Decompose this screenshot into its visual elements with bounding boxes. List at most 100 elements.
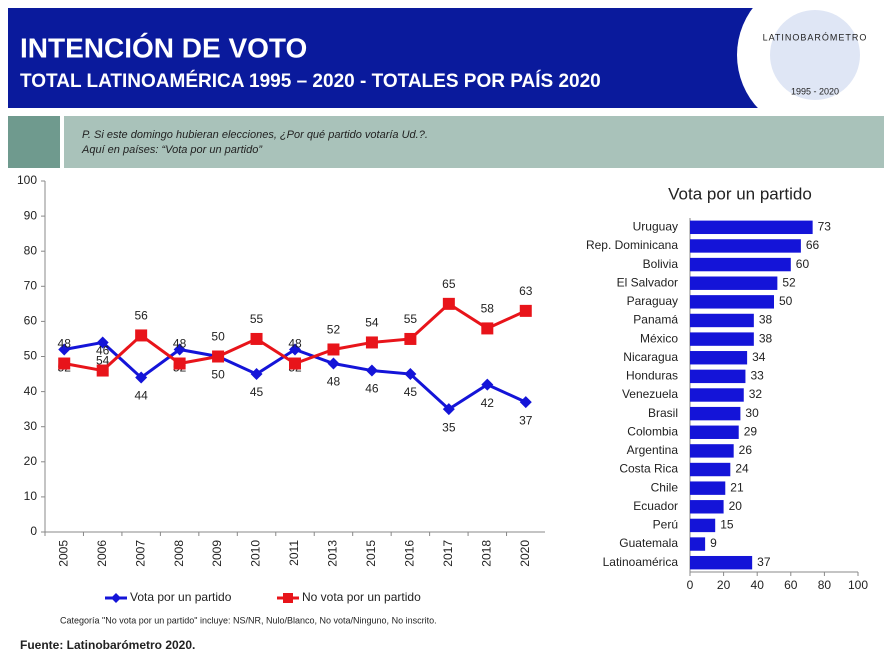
legend-label: No vota por un partido bbox=[302, 590, 421, 604]
question-mark-box bbox=[8, 116, 60, 168]
data-label: 37 bbox=[519, 413, 533, 427]
y-tick-label: Costa Rica bbox=[619, 462, 678, 476]
data-label: 63 bbox=[519, 284, 533, 298]
x-tick-label: 40 bbox=[751, 578, 765, 592]
bar bbox=[690, 369, 746, 384]
data-label: 52 bbox=[782, 275, 796, 289]
data-label: 46 bbox=[96, 344, 110, 358]
data-label: 30 bbox=[745, 406, 759, 420]
y-tick-label: Colombia bbox=[627, 424, 678, 438]
data-label: 26 bbox=[739, 443, 753, 457]
bar bbox=[690, 257, 791, 272]
y-tick-label: Uruguay bbox=[633, 219, 678, 233]
x-tick-label: 2007 bbox=[133, 540, 147, 567]
bar bbox=[690, 276, 778, 290]
marker bbox=[212, 350, 225, 363]
y-tick-label: 60 bbox=[24, 314, 38, 328]
data-label: 38 bbox=[759, 313, 773, 327]
question-box bbox=[64, 116, 884, 168]
marker bbox=[173, 343, 186, 356]
data-label: 48 bbox=[173, 337, 187, 351]
bar bbox=[690, 462, 731, 477]
data-label: 54 bbox=[96, 354, 110, 368]
marker bbox=[365, 336, 378, 349]
data-label: 44 bbox=[134, 389, 148, 403]
data-label: 55 bbox=[404, 312, 418, 326]
marker bbox=[250, 332, 263, 345]
marker bbox=[327, 343, 340, 356]
data-label: 48 bbox=[327, 375, 341, 389]
logo-text: LATINOBARÓMETRO bbox=[763, 32, 868, 42]
data-label: 38 bbox=[759, 331, 773, 345]
source: Fuente: Latinobarómetro 2020. bbox=[20, 638, 195, 652]
bar bbox=[690, 388, 744, 402]
data-label: 54 bbox=[365, 316, 379, 330]
y-tick-label: Chile bbox=[651, 480, 679, 494]
x-tick-label: 2013 bbox=[326, 540, 340, 567]
x-tick-label: 2017 bbox=[441, 540, 455, 567]
marker bbox=[289, 357, 301, 370]
y-tick-label: Paraguay bbox=[627, 294, 678, 308]
y-tick-label: Brasil bbox=[648, 406, 678, 420]
x-tick-label: 2010 bbox=[249, 540, 263, 567]
y-tick-label: El Salvador bbox=[617, 275, 678, 289]
bar bbox=[690, 555, 753, 570]
marker bbox=[404, 332, 417, 345]
x-tick-label: 2006 bbox=[95, 540, 109, 567]
y-tick-label: 20 bbox=[24, 454, 38, 468]
data-label: 24 bbox=[735, 462, 749, 476]
y-tick-label: Venezuela bbox=[622, 387, 678, 401]
y-tick-label: Guatemala bbox=[619, 536, 678, 550]
data-label: 50 bbox=[211, 330, 225, 344]
data-label: 58 bbox=[481, 302, 495, 316]
bar bbox=[690, 220, 813, 235]
y-tick-label: 100 bbox=[17, 173, 37, 187]
data-label: 37 bbox=[757, 555, 771, 569]
bar bbox=[690, 444, 734, 458]
data-label: 33 bbox=[750, 369, 764, 383]
data-label: 29 bbox=[744, 424, 758, 438]
y-tick-label: Honduras bbox=[626, 369, 678, 383]
logo-globe bbox=[770, 10, 860, 100]
marker bbox=[173, 357, 186, 370]
data-label: 32 bbox=[749, 387, 763, 401]
x-tick-label: 2011 bbox=[287, 540, 301, 566]
x-tick-label: 2009 bbox=[210, 540, 224, 567]
question-line: Aquí en países: “Vota por un partido” bbox=[81, 144, 263, 156]
data-label: 56 bbox=[134, 309, 148, 323]
data-label: 20 bbox=[729, 499, 743, 513]
header-band bbox=[8, 8, 868, 108]
title: INTENCIÓN DE VOTO bbox=[20, 32, 307, 63]
y-tick-label: 70 bbox=[24, 278, 38, 292]
bar bbox=[690, 332, 754, 346]
chart-title: Vota por un partido bbox=[668, 184, 812, 203]
bar bbox=[690, 295, 774, 309]
marker bbox=[58, 343, 71, 356]
legend-marker bbox=[111, 593, 121, 603]
x-tick-label: 0 bbox=[687, 578, 694, 592]
data-label: 55 bbox=[250, 312, 264, 326]
bar bbox=[690, 351, 748, 365]
y-tick-label: Latinoamérica bbox=[603, 555, 679, 569]
bar bbox=[690, 239, 801, 253]
y-tick-label: Bolivia bbox=[643, 257, 679, 271]
x-tick-label: 2016 bbox=[403, 540, 417, 567]
x-tick-label: 100 bbox=[848, 578, 868, 592]
y-tick-label: Nicaragua bbox=[623, 350, 678, 364]
data-label: 45 bbox=[404, 385, 418, 399]
y-tick-label: 50 bbox=[24, 349, 38, 363]
marker bbox=[519, 396, 532, 409]
marker bbox=[96, 336, 109, 349]
y-tick-label: 90 bbox=[24, 208, 38, 222]
bar bbox=[690, 481, 726, 495]
legend-label: Vota por un partido bbox=[130, 590, 232, 604]
logo-years: 1995 - 2020 bbox=[791, 86, 839, 96]
data-label: 35 bbox=[442, 420, 456, 434]
x-tick-label: 2005 bbox=[56, 540, 70, 567]
data-label: 21 bbox=[730, 480, 744, 494]
data-label: 9 bbox=[710, 536, 717, 550]
marker bbox=[365, 364, 378, 377]
y-tick-label: 30 bbox=[24, 419, 38, 433]
bar bbox=[690, 425, 739, 439]
